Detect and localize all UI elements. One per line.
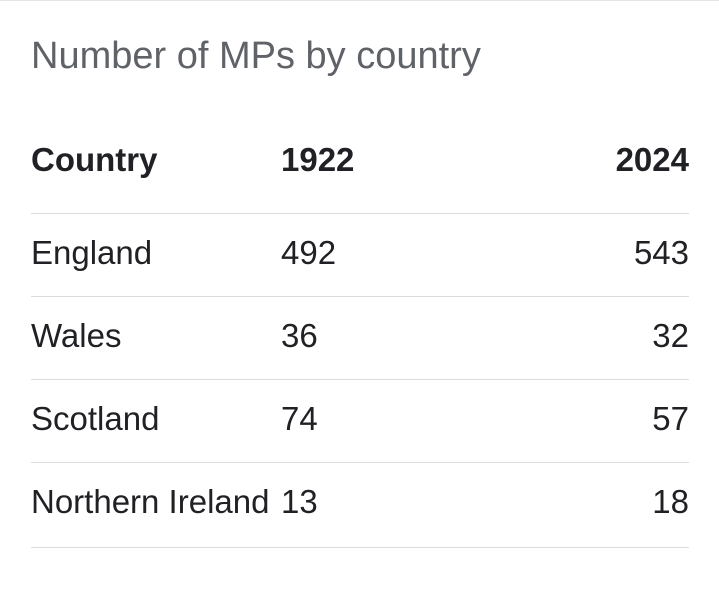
table-title: Number of MPs by country [31, 35, 481, 77]
top-divider [0, 0, 719, 1]
cell-2024: 543 [481, 213, 689, 297]
cell-country: Scotland [31, 379, 281, 463]
table-row: Wales 36 32 [31, 296, 689, 380]
cell-2024: 32 [481, 296, 689, 380]
cell-country: Northern Ireland [31, 462, 281, 548]
cell-1922: 492 [281, 213, 481, 297]
cell-1922: 36 [281, 296, 481, 380]
cell-2024: 57 [481, 379, 689, 463]
cell-country: Wales [31, 296, 281, 380]
cell-1922: 13 [281, 462, 481, 548]
cell-2024: 18 [481, 462, 689, 548]
header-country: Country [31, 126, 281, 214]
table-row: Scotland 74 57 [31, 379, 689, 463]
cell-country: England [31, 213, 281, 297]
cell-1922: 74 [281, 379, 481, 463]
header-2024: 2024 [481, 126, 689, 214]
table-row: England 492 543 [31, 213, 689, 297]
table-row: Northern Ireland 13 18 [31, 462, 689, 548]
table-header-row: Country 1922 2024 [31, 126, 689, 214]
header-1922: 1922 [281, 126, 481, 214]
mps-table: Country 1922 2024 England 492 543 Wales … [31, 126, 689, 548]
